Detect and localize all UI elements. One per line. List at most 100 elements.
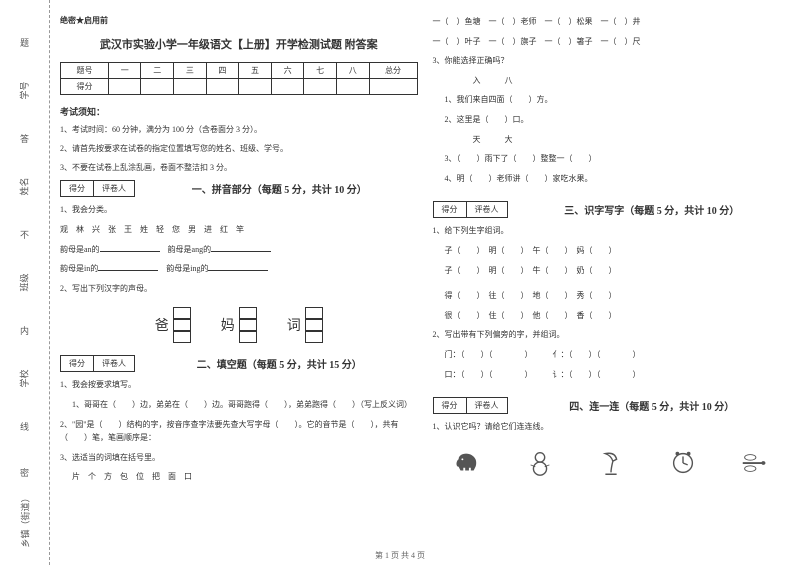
score-label: 得分 <box>61 356 94 371</box>
r-q3a: 入 八 <box>433 74 791 88</box>
grader-label: 评卷人 <box>94 356 134 371</box>
s3-q2b: 口：（ ）（ ） 讠：（ ）（ ） <box>433 368 791 382</box>
s2-q3: 3、选适当的词填在括号里。 <box>60 451 418 465</box>
q1-line: 韵母是an的 韵母是ang的 <box>60 243 418 257</box>
s3-q2a: 门：（ ）（ ） 亻：（ ）（ ） <box>433 348 791 362</box>
th: 题号 <box>61 63 109 79</box>
clock-icon <box>668 448 698 478</box>
grader-label: 评卷人 <box>467 202 507 217</box>
s3-q2: 2、写出带有下列偏旁的字，并组词。 <box>433 328 791 342</box>
grader-label: 评卷人 <box>467 398 507 413</box>
answer-grid <box>173 307 191 343</box>
s2-q1: 1、我会按要求填写。 <box>60 378 418 392</box>
score-box: 得分 评卷人 <box>433 397 508 414</box>
section-3-title: 三、识字写字（每题 5 分，共计 10 分） <box>514 202 791 217</box>
side-small: 题 <box>18 34 31 51</box>
s3-q1: 1、给下列生字组词。 <box>433 224 791 238</box>
label: 韵母是an的 <box>60 245 100 254</box>
th: 一 <box>108 63 141 79</box>
notice-item: 3、不要在试卷上乱涂乱画，卷面不整洁扣 3 分。 <box>60 162 418 175</box>
r-line1: 一（ ）鱼塘 一（ ）老师 一（ ）松果 一（ ）井 <box>433 15 791 29</box>
q1: 1、我会分类。 <box>60 203 418 217</box>
page-root: 题 学号 答 姓名 不 班级 内 学校 线 密 乡镇（街道） 绝密★启用前 武汉… <box>0 0 800 565</box>
content-columns: 绝密★启用前 武汉市实验小学一年级语文【上册】开学检测试题 附答案 题号 一 二… <box>50 0 800 565</box>
score-table: 题号 一 二 三 四 五 六 七 八 总分 得分 <box>60 62 418 95</box>
section-2-title: 二、填空题（每题 5 分，共计 15 分） <box>141 356 418 371</box>
side-small: 答 <box>18 130 31 147</box>
th: 四 <box>206 63 239 79</box>
table-row: 题号 一 二 三 四 五 六 七 八 总分 <box>61 63 418 79</box>
r-q3f: 4、明（ ）老师讲（ ）家吃水果。 <box>433 172 791 186</box>
r-q3e: 3、（ ）雨下了（ ）整整一（ ） <box>433 152 791 166</box>
side-small: 密 <box>18 464 31 481</box>
lamp-icon <box>596 448 626 478</box>
side-label-banji: 班级 <box>14 273 35 291</box>
page-footer: 第 1 页 共 4 页 <box>0 550 800 561</box>
char: 妈 <box>221 315 235 335</box>
s2-q2: 2、"园"是（ ）结构的字，按音序查字法要先查大写字母（ ）。它的音节是（ ），… <box>60 418 418 445</box>
score-label: 得分 <box>434 398 467 413</box>
s2-q1-text: 1、哥哥在（ ）边，弟弟在（ ）边。哥哥跑得（ ），弟弟跑得（ ）（写上反义词） <box>60 398 418 412</box>
th: 总分 <box>369 63 417 79</box>
score-box: 得分 评卷人 <box>60 180 135 197</box>
side-label-xingming: 姓名 <box>14 178 35 196</box>
s3-row: 子（ ） 明（ ） 牛（ ） 奶（ ） <box>433 264 791 278</box>
r-q3c: 2、这里是（ ）口。 <box>433 113 791 127</box>
side-small: 不 <box>18 226 31 243</box>
label: 韵母是ang的 <box>168 245 212 254</box>
side-small: 线 <box>18 418 31 435</box>
exam-title: 武汉市实验小学一年级语文【上册】开学检测试题 附答案 <box>60 36 418 52</box>
answer-grid <box>239 307 257 343</box>
r-q3b: 1、我们来自四面（ ）方。 <box>433 93 791 107</box>
s2-q3-words: 片 个 方 包 位 把 面 口 <box>60 470 418 484</box>
secret-label: 绝密★启用前 <box>60 15 418 26</box>
label: 韵母是ing的 <box>166 264 208 273</box>
char-group: 词 <box>287 307 323 343</box>
th: 七 <box>304 63 337 79</box>
side-label-xuehao: 学号 <box>14 82 35 100</box>
label: 韵母是in的 <box>60 264 98 273</box>
score-box: 得分 评卷人 <box>60 355 135 372</box>
q1-chars: 观 林 兴 张 王 姓 轻 您 男 进 红 竿 <box>60 223 418 237</box>
section-4-title: 四、连一连（每题 5 分，共计 10 分） <box>514 398 791 413</box>
th: 三 <box>174 63 207 79</box>
r-q3: 3、你能选择正确吗？ <box>433 54 791 68</box>
grader-label: 评卷人 <box>94 181 134 196</box>
char-boxes: 爸 妈 词 <box>60 307 418 343</box>
table-row: 得分 <box>61 79 418 95</box>
notice-item: 1、考试时间：60 分钟，满分为 100 分（含卷面分 3 分）。 <box>60 124 418 137</box>
s4-q1: 1、认识它吗？请给它们连连线。 <box>433 420 791 434</box>
score-label: 得分 <box>434 202 467 217</box>
td: 得分 <box>61 79 109 95</box>
right-column: 一（ ）鱼塘 一（ ）老师 一（ ）松果 一（ ）井 一（ ）叶子 一（ ）旗子… <box>433 15 791 545</box>
notice-item: 2、请首先按要求在试卷的指定位置填写您的姓名、班级、学号。 <box>60 143 418 156</box>
section-4-header: 得分 评卷人 四、连一连（每题 5 分，共计 10 分） <box>433 397 791 414</box>
elephant-icon <box>453 448 483 478</box>
answer-grid <box>305 307 323 343</box>
char-group: 妈 <box>221 307 257 343</box>
section-2-header: 得分 评卷人 二、填空题（每题 5 分，共计 15 分） <box>60 355 418 372</box>
notice-title: 考试须知： <box>60 105 418 118</box>
th: 五 <box>239 63 272 79</box>
q1-line: 韵母是in的 韵母是ing的 <box>60 262 418 276</box>
q2: 2、写出下列汉字的声母。 <box>60 282 418 296</box>
side-label-xuexiao: 学校 <box>14 369 35 387</box>
section-1-header: 得分 评卷人 一、拼音部分（每题 5 分，共计 10 分） <box>60 180 418 197</box>
binding-margin: 题 学号 答 姓名 不 班级 内 学校 线 密 乡镇（街道） <box>0 0 50 565</box>
score-label: 得分 <box>61 181 94 196</box>
r-line2: 一（ ）叶子 一（ ）旗子 一（ ）箸子 一（ ）尺 <box>433 35 791 49</box>
s3-row: 子（ ） 明（ ） 午（ ） 妈（ ） <box>433 244 791 258</box>
match-icons <box>433 448 791 478</box>
th: 六 <box>271 63 304 79</box>
dragonfly-icon <box>739 448 769 478</box>
char: 词 <box>287 315 301 335</box>
th: 八 <box>336 63 369 79</box>
side-small: 内 <box>18 322 31 339</box>
snowman-icon <box>525 448 555 478</box>
char: 爸 <box>155 315 169 335</box>
th: 二 <box>141 63 174 79</box>
char-group: 爸 <box>155 307 191 343</box>
left-column: 绝密★启用前 武汉市实验小学一年级语文【上册】开学检测试题 附答案 题号 一 二… <box>60 15 418 545</box>
side-label-xiangzhen: 乡镇（街道） <box>14 493 35 547</box>
s3-row: 得（ ） 往（ ） 地（ ） 秀（ ） <box>433 289 791 303</box>
